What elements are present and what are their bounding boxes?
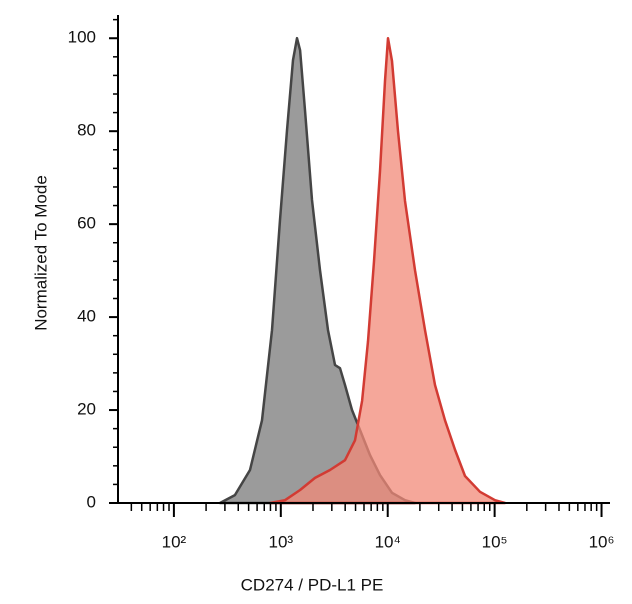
x-tick-label: 10³ [269, 532, 294, 551]
y-tick-label: 0 [87, 492, 96, 511]
y-tick-label: 60 [77, 214, 96, 233]
y-tick-label: 20 [77, 400, 96, 419]
y-tick-label: 40 [77, 307, 96, 326]
x-tick-label: 10⁵ [482, 532, 508, 551]
x-axis-label: CD274 / PD-L1 PE [241, 575, 384, 594]
x-tick-label: 10² [162, 532, 187, 551]
x-tick-label: 10⁴ [375, 532, 401, 551]
histogram-area [268, 36, 507, 505]
y-axis-label: Normalized To Mode [31, 175, 50, 331]
y-tick-label: 100 [68, 28, 96, 47]
y-tick-label: 80 [77, 121, 96, 140]
x-tick-label: 10⁶ [589, 532, 615, 551]
